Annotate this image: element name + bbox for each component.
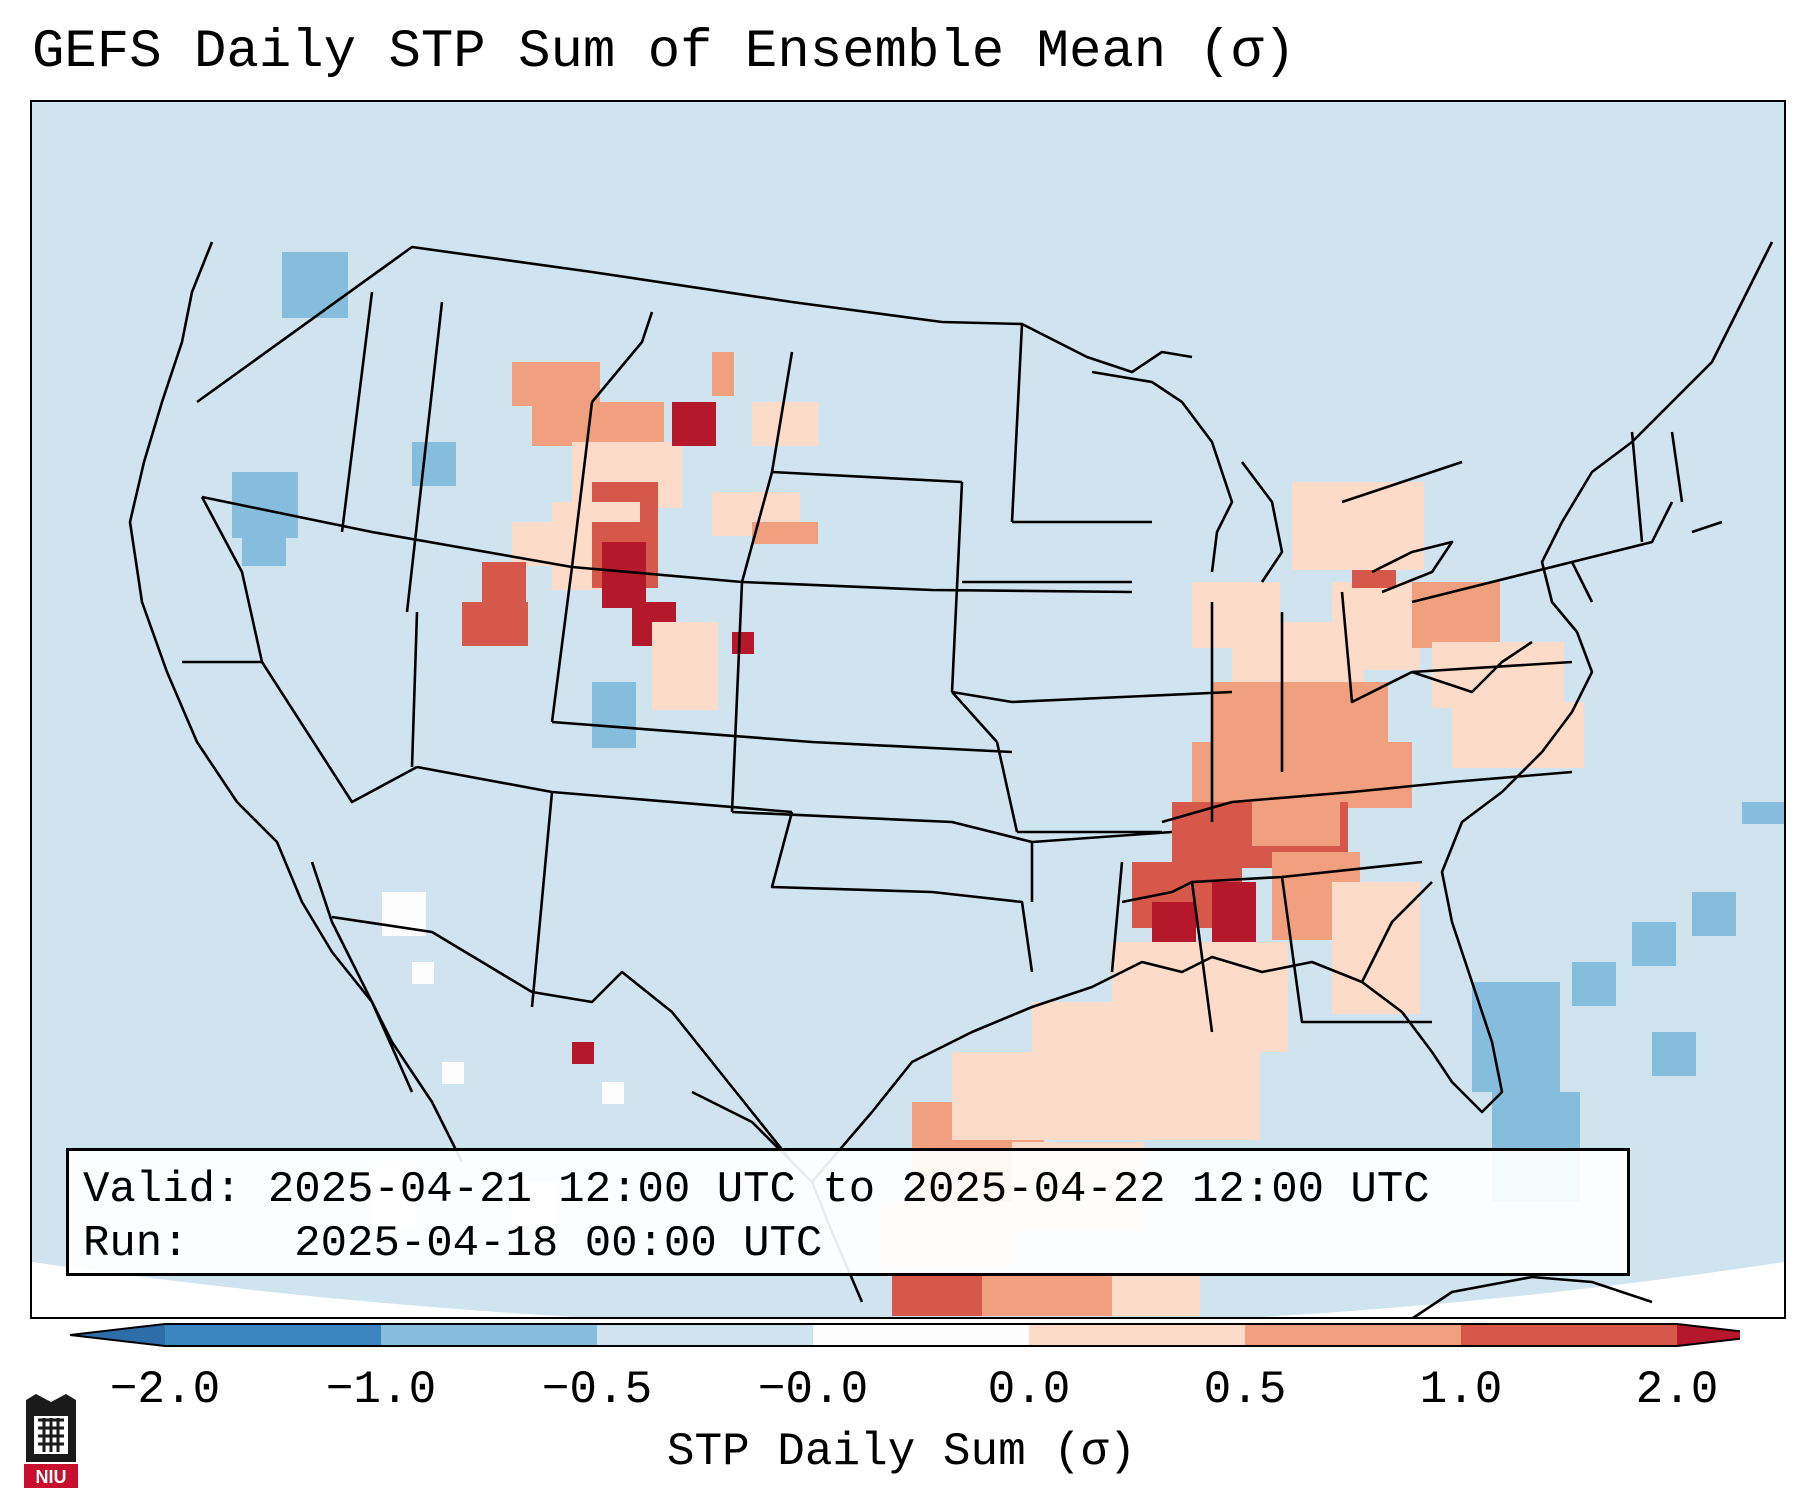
stp-cell xyxy=(1692,892,1736,936)
stp-cell xyxy=(752,402,818,446)
us-mexico-border xyxy=(331,915,813,1183)
baja-coast xyxy=(310,861,464,1163)
colorbar-tick: 0.5 xyxy=(1203,1364,1287,1416)
stp-cell xyxy=(242,522,286,566)
colorbar-extend-low xyxy=(70,1324,165,1346)
stp-cell xyxy=(1472,982,1560,1092)
stp-cell xyxy=(732,632,754,654)
great-lakes xyxy=(1091,370,1463,594)
colorbar-tick: −0.5 xyxy=(541,1364,653,1416)
colorbar-tick: −2.0 xyxy=(109,1364,221,1416)
stp-cell xyxy=(1412,582,1500,648)
run-line: Run: 2025-04-18 00:00 UTC xyxy=(83,1217,1613,1271)
colorbar-tick: −1.0 xyxy=(325,1364,437,1416)
colorbar-segment xyxy=(597,1324,813,1346)
stp-cell xyxy=(462,602,528,646)
stp-cell xyxy=(652,622,718,710)
map-panel[interactable] xyxy=(30,100,1786,1319)
valid-value: 2025-04-21 12:00 UTC to 2025-04-22 12:00… xyxy=(267,1165,1430,1215)
colorbar-tick: −0.0 xyxy=(757,1364,869,1416)
stp-cell xyxy=(442,1062,464,1084)
colorbar-tick: 2.0 xyxy=(1635,1364,1719,1416)
chart-title: GEFS Daily STP Sum of Ensemble Mean (σ) xyxy=(32,22,1296,83)
run-value: 2025-04-18 00:00 UTC xyxy=(294,1219,823,1269)
gulf-coast xyxy=(691,241,1774,1184)
stp-cell xyxy=(672,402,716,446)
stp-cell xyxy=(572,1042,594,1064)
valid-label: Valid: xyxy=(83,1165,242,1215)
stp-cell xyxy=(1572,962,1616,1006)
colorbar-segment xyxy=(381,1324,597,1346)
stp-cell xyxy=(1742,802,1784,824)
stp-cell xyxy=(1192,742,1412,808)
stp-cell xyxy=(1332,882,1420,1014)
map-canvas[interactable] xyxy=(32,102,1784,1317)
validity-info-box: Valid: 2025-04-21 12:00 UTC to 2025-04-2… xyxy=(66,1148,1630,1276)
stp-cell xyxy=(532,402,664,446)
colorbar-segment xyxy=(813,1324,1029,1346)
colorbar-segments xyxy=(70,1323,1740,1347)
boundary-layer xyxy=(128,241,1774,1303)
stp-cell xyxy=(602,542,646,608)
stp-cell xyxy=(752,522,818,544)
colorbar xyxy=(70,1323,1740,1347)
canada-us-border xyxy=(196,245,1193,404)
logo-text: NIU xyxy=(36,1467,67,1487)
stp-cell xyxy=(1032,1002,1208,1112)
niu-logo: NIU xyxy=(24,1394,78,1488)
stp-cell xyxy=(412,442,456,486)
valid-line: Valid: 2025-04-21 12:00 UTC to 2025-04-2… xyxy=(83,1163,1613,1217)
west-coast xyxy=(128,241,414,1093)
stp-cell xyxy=(592,682,636,748)
colorbar-segment xyxy=(1461,1324,1677,1346)
stp-cell xyxy=(482,562,526,606)
stp-cell xyxy=(1652,1032,1696,1076)
colorbar-segment xyxy=(165,1324,381,1346)
stp-cell xyxy=(712,352,734,396)
stp-cell xyxy=(982,1272,1114,1316)
colorbar-segment xyxy=(1029,1324,1245,1346)
stp-cell xyxy=(602,1082,624,1104)
stp-cell xyxy=(282,252,348,318)
colorbar-outline xyxy=(70,1323,1740,1347)
colorbar-tick: 0.0 xyxy=(987,1364,1071,1416)
colorbar-label: STP Daily Sum (σ) xyxy=(666,1426,1137,1478)
stp-cell xyxy=(1632,922,1676,966)
colorbar-tick: 1.0 xyxy=(1419,1364,1503,1416)
stp-cell xyxy=(1252,802,1340,846)
run-label: Run: xyxy=(83,1219,189,1269)
cuba-outline xyxy=(1412,1275,1653,1317)
state-lines xyxy=(182,291,1723,1033)
colorbar-segment xyxy=(1245,1324,1461,1346)
stp-cell xyxy=(412,962,434,984)
stp-cell xyxy=(1112,1272,1200,1316)
stp-cell xyxy=(1452,702,1584,768)
stp-cell xyxy=(1432,642,1564,708)
stp-cell xyxy=(1212,882,1256,948)
stp-cell xyxy=(512,362,600,406)
